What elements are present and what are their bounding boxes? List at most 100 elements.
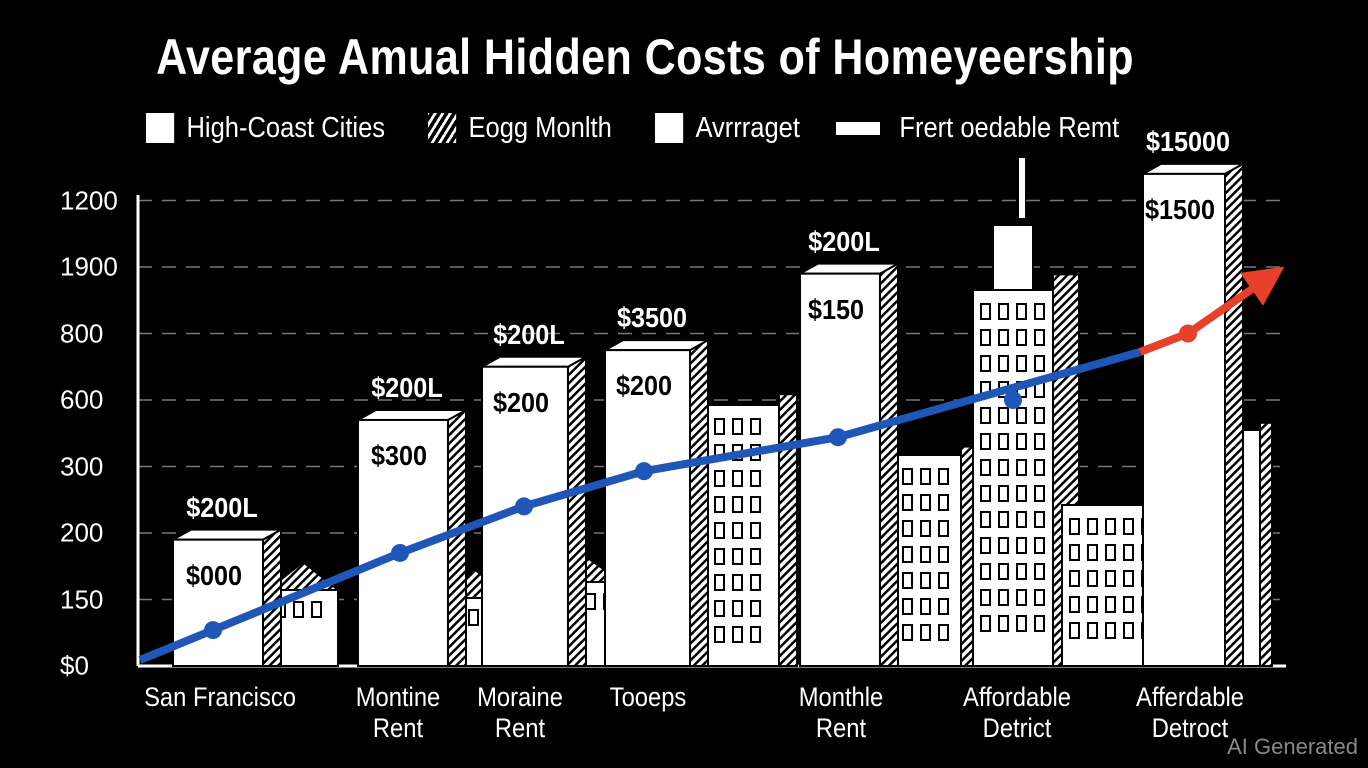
window <box>732 418 743 435</box>
legend-swatch <box>836 121 880 135</box>
legend-item-eogg: Eogg Monlth <box>428 110 612 146</box>
window <box>902 546 913 563</box>
building <box>894 454 962 667</box>
window <box>468 609 479 626</box>
window <box>980 459 991 476</box>
legend-label: High-Coast Cities <box>186 111 386 144</box>
window <box>980 615 991 632</box>
window <box>980 433 991 450</box>
bar-inner-label: $1500 <box>1144 193 1216 225</box>
bar-top <box>1139 162 1247 175</box>
window <box>902 468 913 485</box>
spire <box>1019 158 1025 218</box>
x-tick-label: Monthle Rent <box>798 682 884 743</box>
y-tick-label: 600 <box>60 384 104 415</box>
window <box>980 407 991 424</box>
y-tick-label: 1200 <box>60 185 118 215</box>
window <box>1016 563 1027 580</box>
window <box>980 355 991 372</box>
window <box>714 496 725 513</box>
window <box>1105 622 1116 639</box>
window <box>998 537 1009 554</box>
y-tick-label: 800 <box>60 318 104 348</box>
window <box>1034 355 1045 372</box>
x-tick-label: Affordable Detrict <box>963 682 1071 743</box>
tower-side <box>1259 421 1273 667</box>
window <box>750 548 761 565</box>
bar-top-label: $200L <box>808 225 880 257</box>
window <box>1034 589 1045 606</box>
bar-top <box>354 408 470 421</box>
window <box>1087 518 1098 535</box>
window <box>714 626 725 643</box>
window <box>998 615 1009 632</box>
window <box>920 494 931 511</box>
window <box>980 303 991 320</box>
window <box>714 418 725 435</box>
window <box>714 600 725 617</box>
window <box>938 468 949 485</box>
window <box>1087 544 1098 561</box>
window <box>1016 459 1027 476</box>
window <box>980 537 991 554</box>
window <box>1069 570 1080 587</box>
chart-title: Average Amual Hidden Costs of Homeyeersh… <box>156 29 1134 85</box>
window <box>1069 596 1080 613</box>
window <box>938 598 949 615</box>
y-tick-label: $0 <box>60 650 89 681</box>
window <box>902 572 913 589</box>
window <box>998 329 1009 346</box>
window <box>732 626 743 643</box>
window <box>1016 511 1027 528</box>
window <box>998 433 1009 450</box>
window <box>920 598 931 615</box>
x-tick-label: Afferdable Detroct <box>1136 682 1244 743</box>
window <box>1087 570 1098 587</box>
legend-label: Avrrraget <box>695 111 800 144</box>
bar-inner-label: $000 <box>185 559 243 591</box>
trend-point <box>515 497 533 516</box>
window <box>998 303 1009 320</box>
trend-point <box>1004 391 1022 409</box>
window <box>980 589 991 606</box>
window <box>1034 459 1045 476</box>
window <box>920 468 931 485</box>
window <box>902 598 913 615</box>
window <box>750 418 761 435</box>
y-tick-label: 150 <box>60 584 104 614</box>
window <box>938 546 949 563</box>
bar <box>172 538 264 668</box>
window <box>1105 570 1116 587</box>
window <box>1123 544 1134 561</box>
window <box>714 574 725 591</box>
bar-side <box>879 261 899 667</box>
bar-top <box>169 528 285 541</box>
window <box>938 520 949 537</box>
bar-top-label: $200L <box>186 491 258 523</box>
window <box>1034 563 1045 580</box>
bar <box>1142 172 1226 667</box>
trend-point <box>829 428 847 447</box>
trend-point <box>1179 324 1197 343</box>
window <box>1034 485 1045 502</box>
legend-item-rent: Frert oedable Remt <box>836 110 1119 146</box>
bar-side <box>689 338 709 667</box>
window <box>998 589 1009 606</box>
bar-inner-label: $300 <box>370 439 428 471</box>
bar-top-label: $15000 <box>1145 125 1231 157</box>
window <box>902 520 913 537</box>
bar-top-label: $200L <box>493 318 565 350</box>
window <box>1087 596 1098 613</box>
window <box>980 563 991 580</box>
window <box>1016 407 1027 424</box>
window <box>1069 544 1080 561</box>
bar <box>799 272 881 667</box>
bar-inner-label: $150 <box>807 293 865 325</box>
legend-item-average: Avrrraget <box>655 110 800 146</box>
legend-swatch <box>146 113 175 143</box>
window <box>732 548 743 565</box>
window <box>750 470 761 487</box>
window <box>938 572 949 589</box>
window <box>980 329 991 346</box>
window <box>1087 622 1098 639</box>
